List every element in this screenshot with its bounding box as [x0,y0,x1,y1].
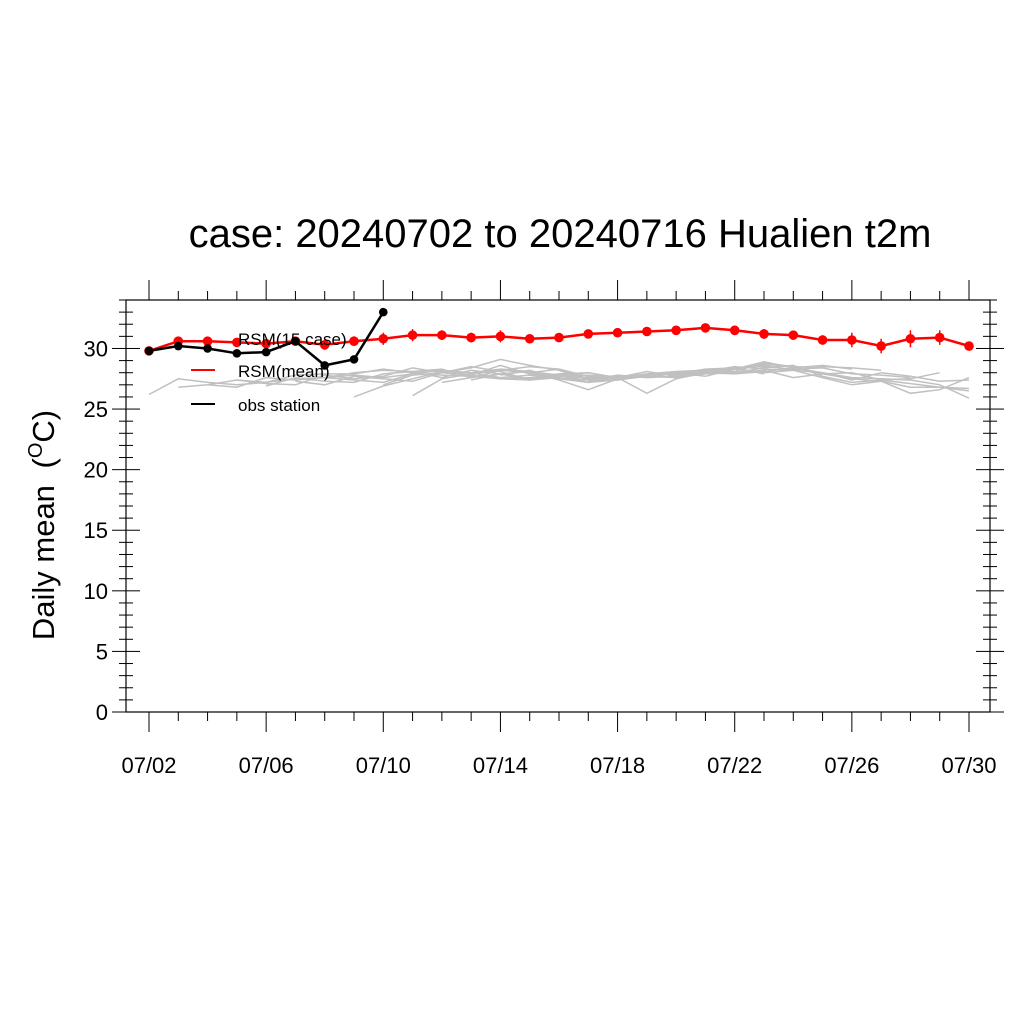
obs-point [378,307,388,317]
y-tick-label: 20 [84,458,108,483]
mean-point [437,330,447,340]
case-line [617,364,970,390]
obs-point [144,346,154,356]
x-tick-label: 07/06 [239,753,294,778]
y-tick-label: 30 [84,336,108,361]
obs-point [203,344,212,353]
mean-point [700,323,711,333]
mean-point [964,341,974,351]
mean-point [232,337,242,348]
mean-point [261,338,271,349]
y-axis-label-unit-prefix: ( [26,457,61,468]
mean-point [554,332,564,343]
y-axis-label-unit-suffix: C) [26,410,61,443]
obs-point [349,355,359,364]
mean-point [759,329,769,339]
svg-text:Daily mean (OC): Daily mean (OC) [25,410,61,640]
x-tick-label: 07/26 [824,753,879,778]
x-tick-label: 07/18 [590,753,645,778]
x-tick-label: 07/10 [356,753,411,778]
obs-series [144,307,388,370]
mean-point [847,335,857,345]
obs-point [261,347,271,357]
y-tick-label: 15 [84,518,108,543]
obs-point [232,349,242,358]
obs-point [291,336,300,346]
mean-point [378,333,389,344]
mean-point [466,332,476,343]
case-lines [148,358,970,399]
mean-point [934,332,945,343]
x-tick-label: 07/14 [473,753,528,778]
mean-point [817,335,828,345]
x-tick-label: 07/30 [941,753,996,778]
x-tick-label: 07/02 [121,753,176,778]
mean-point [905,333,916,344]
legend-label: obs station [238,396,320,415]
y-tick-label: 0 [96,700,108,725]
y-tick-label: 10 [84,579,108,604]
y-axis-label-name: Daily mean [26,485,61,640]
mean-point [642,326,652,337]
mean-point [319,340,330,350]
case-line [676,364,970,399]
mean-point [524,333,535,344]
mean-point [495,331,506,342]
y-tick-label: 25 [84,397,108,422]
mean-point [876,341,886,351]
y-axis-label-unit-degree: O [25,443,47,459]
mean-point [612,327,623,338]
mean-point [202,336,213,347]
chart-title: case: 20240702 to 20240716 Hualien t2m [189,212,932,256]
case-line [588,368,970,395]
y-axis: 0 5 10 15 20 25 30 [84,299,1004,725]
mean-point [407,330,418,340]
mean-point [671,325,681,336]
mean-point [583,329,594,339]
legend-label: RSM(15 case) [238,330,347,349]
obs-point [173,341,183,351]
legend-label: RSM(mean) [238,362,330,381]
obs-point [320,361,330,370]
case-line [646,363,970,392]
y-tick-label: 5 [96,639,108,664]
case-line [558,367,970,395]
legend: RSM(15 case) RSM(mean) obs station [191,330,347,415]
x-tick-label: 07/22 [707,753,762,778]
y-axis-label: Daily mean (OC) [25,410,61,640]
mean-point [788,330,799,340]
mean-point [349,336,359,347]
x-axis: 07/02 07/06 07/10 07/14 07/18 07/22 07/26 07/30 [121,280,997,778]
mean-point [729,325,740,336]
